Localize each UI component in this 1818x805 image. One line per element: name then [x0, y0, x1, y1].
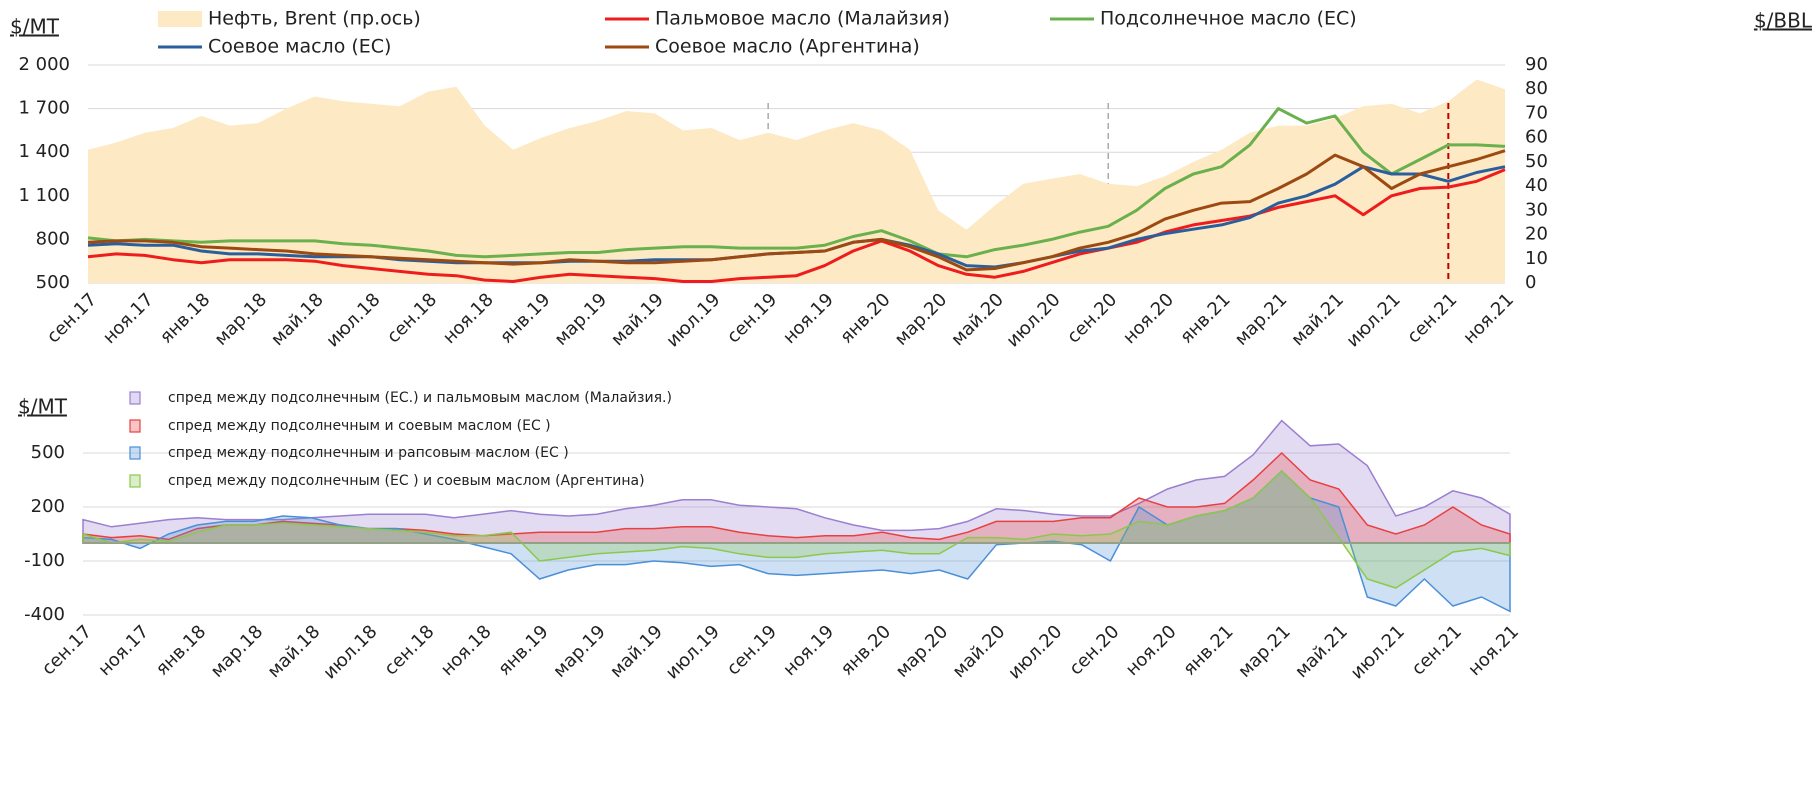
spread-area	[82, 469, 1511, 613]
y2-tick-label: 60	[1525, 127, 1548, 148]
legend-label: Подсолнечное масло (ЕС)	[1100, 8, 1357, 30]
y2-tick-label: 70	[1525, 102, 1548, 123]
y-tick-label: -400	[24, 604, 65, 625]
y2-tick-label: 0	[1525, 272, 1536, 293]
legend-label: спред между подсолнечным и соевым маслом…	[168, 418, 551, 434]
legend-swatch	[158, 11, 202, 27]
y2-tick-label: 90	[1525, 54, 1548, 75]
y2-tick-label: 30	[1525, 199, 1548, 220]
spread-area	[82, 451, 1511, 544]
legend-label: спред между подсолнечным (ЕС ) и соевым …	[168, 473, 645, 489]
y-tick-label: 500	[36, 272, 70, 293]
y2-axis-label: $/BBL	[1754, 9, 1813, 33]
legend-label: спред между подсолнечным (ЕС.) и пальмов…	[168, 390, 672, 406]
legend-label: Нефть, Brent (пр.ось)	[208, 8, 421, 30]
legend-label: Соевое масло (Аргентина)	[655, 36, 920, 58]
y-tick-label: 200	[31, 496, 65, 517]
spread-area	[82, 469, 1511, 589]
y2-tick-label: 80	[1525, 78, 1548, 99]
y2-tick-label: 20	[1525, 224, 1548, 245]
y2-tick-label: 10	[1525, 248, 1548, 269]
legend-swatch	[129, 474, 141, 488]
legend-swatch	[129, 419, 141, 433]
y-tick-label: 1 400	[18, 141, 70, 162]
y2-tick-label: 50	[1525, 151, 1548, 172]
y-axis-label: $/MT	[10, 15, 60, 39]
legend-swatch	[129, 391, 141, 405]
legend-label: Пальмовое масло (Малайзия)	[655, 8, 950, 30]
line	[87, 107, 1506, 259]
legend-label: спред между подсолнечным и рапсовым масл…	[168, 445, 569, 461]
y2-tick-label: 40	[1525, 175, 1548, 196]
y-tick-label: 800	[36, 228, 70, 249]
y-tick-label: 500	[31, 442, 65, 463]
y-tick-label: -100	[24, 550, 65, 571]
legend-swatch	[129, 446, 141, 460]
line	[87, 149, 1506, 272]
legend-label: Соевое масло (ЕС)	[208, 36, 391, 58]
spread-area	[82, 419, 1511, 544]
area	[88, 79, 1505, 283]
y-axis-label: $/MT	[18, 395, 68, 419]
y-tick-label: 2 000	[18, 54, 70, 75]
y-tick-label: 1 100	[18, 185, 70, 206]
line	[87, 168, 1506, 283]
y-tick-label: 1 700	[18, 98, 70, 119]
